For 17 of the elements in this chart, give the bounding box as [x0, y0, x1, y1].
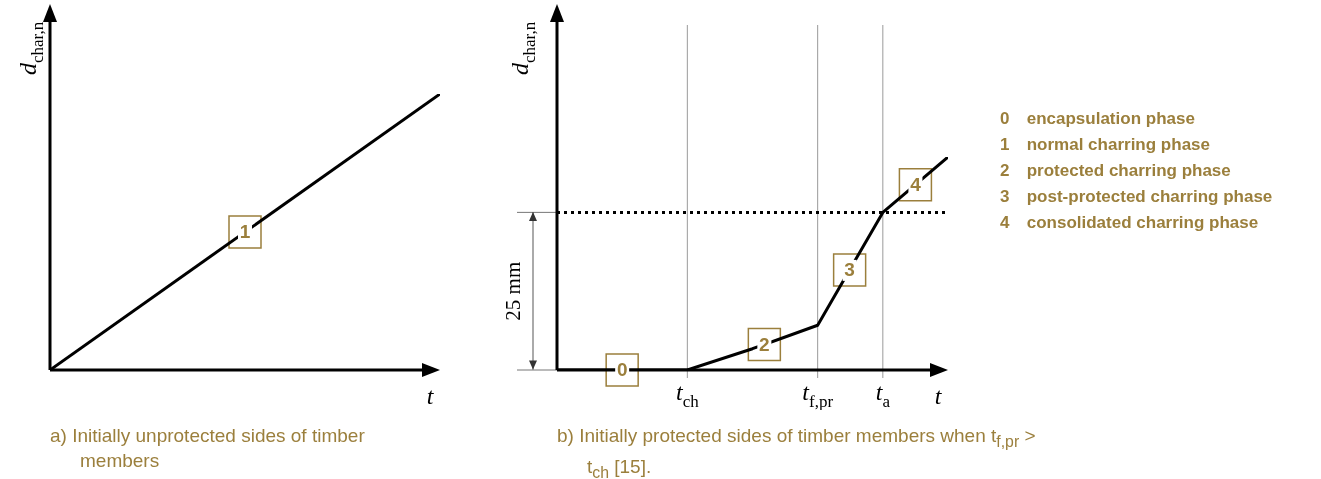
annotation: 2: [759, 333, 770, 355]
x-axis-title: t: [426, 383, 435, 409]
annotation: 4: [910, 173, 922, 195]
text: 1 normal charring phase: [1000, 134, 1211, 156]
chart-title: b) Initially protected sides of timber members when t$_{f,pr}$ > t$_{ch}$ [15].: [557, 425, 1036, 479]
text: 0 encapsulation phase: [1000, 108, 1196, 130]
text: a) Initially unprotected sides of timber members: [50, 424, 366, 473]
y-axis-title: dchar,n: [15, 21, 48, 75]
x-axis-title: t: [934, 383, 943, 409]
annotation: 1: [239, 221, 251, 243]
text: 4 consolidated charring phase: [1000, 212, 1260, 234]
annotation: 0: [616, 359, 628, 381]
y-axis-title: dchar,n: [507, 21, 540, 75]
text: 2 protected charring phase: [1000, 160, 1232, 182]
text: 3 post-protected charring phase: [1000, 186, 1273, 208]
annotation: 3: [844, 259, 855, 281]
ref-line-label: 25 mm: [501, 261, 526, 321]
